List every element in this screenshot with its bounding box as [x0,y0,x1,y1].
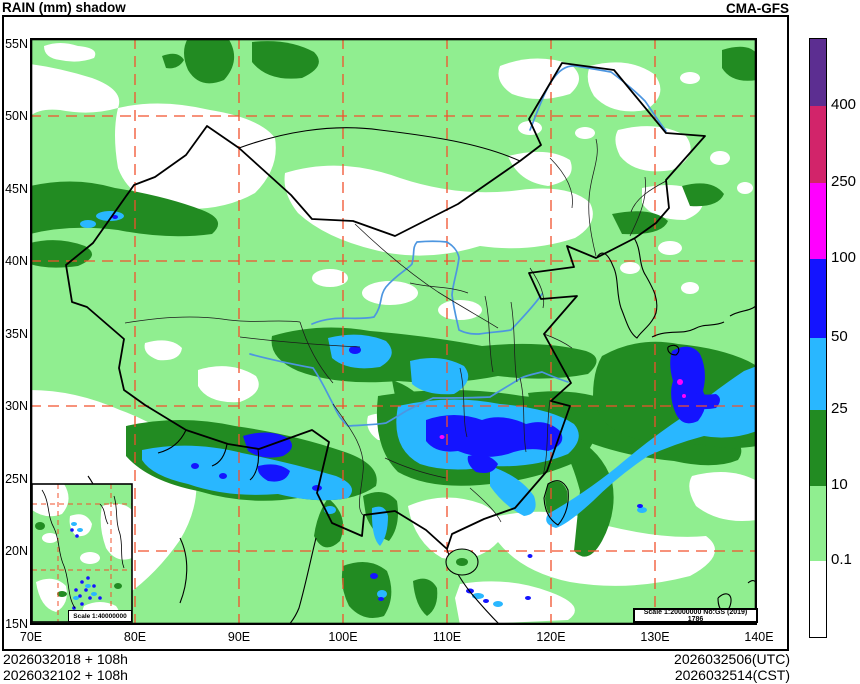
lat-label-50n: 50N [5,109,28,123]
map-frame [30,38,757,625]
lon-label-90e: 90E [227,630,251,644]
colorbar-seg-50-100 [810,259,826,338]
lon-label-100e: 100E [328,630,358,644]
colorbar-label-100: 100 [831,249,857,266]
colorbar-seg-25-50 [810,338,826,410]
rain-layer-none-white [30,43,757,625]
province-borders [124,138,667,523]
japan-coast [651,321,725,338]
lon-label-130e: 130E [640,630,670,644]
lat-label-25n: 25N [5,472,28,486]
lon-label-110e: 110E [432,630,462,644]
colorbar-seg-below-0.1 [810,561,826,637]
rain-layer-magenta [439,379,686,439]
yellow-river [311,240,543,335]
china-rain-map [30,38,757,625]
colorbar-label-25: 25 [831,400,848,417]
mongolia-border [238,127,521,162]
colorbar-seg-0.1-10 [810,486,826,561]
lon-label-120e: 120E [536,630,566,644]
page-title: RAIN (mm) shadow [2,0,126,15]
colorbar-seg-above-400 [810,39,826,106]
taiwan-coast [543,480,569,526]
colorbar [809,38,827,638]
colorbar-label-250: 250 [831,173,857,190]
inset-scale-note: Scale 1:40000000 [68,610,132,622]
valid-time-cst: 2026032514(CST) [674,667,790,683]
colorbar-seg-250-400 [810,106,826,183]
lat-label-15n: 15N [5,617,28,631]
colorbar-seg-10-25 [810,410,826,486]
lon-label-80e: 80E [123,630,147,644]
valid-time-utc: 2026032506(UTC) [674,651,790,667]
lon-label-140e: 140E [744,630,774,644]
lat-label-30n: 30N [5,399,28,413]
colorbar-seg-100-250 [810,183,826,259]
lat-label-45n: 45N [5,182,28,196]
colorbar-label-50: 50 [831,328,848,345]
philippines-coast [717,593,732,613]
colorbar-label-0.1: 0.1 [831,551,852,568]
model-name: CMA-GFS [726,1,789,16]
myanmar-coast [288,537,317,625]
rain-layer-blue [112,215,720,603]
lat-label-40n: 40N [5,254,28,268]
china-border [65,62,706,550]
lon-label-70e: 70E [19,630,43,644]
colorbar-label-400: 400 [831,96,857,113]
inset-map [31,483,133,623]
yangtze-river [249,353,569,427]
init-time-cst: 2026032102 + 108h [3,667,128,683]
map-scale-note: Scale 1:20000000 No:GS (2019) 1786 [633,608,758,623]
colorbar-label-10: 10 [831,476,848,493]
init-time-utc: 2026032018 + 108h [3,651,128,667]
korea-coast [596,237,658,339]
lat-label-20n: 20N [5,544,28,558]
lat-label-55n: 55N [5,37,28,51]
hainan-rain-spot [456,558,468,566]
lat-label-35n: 35N [5,327,28,341]
